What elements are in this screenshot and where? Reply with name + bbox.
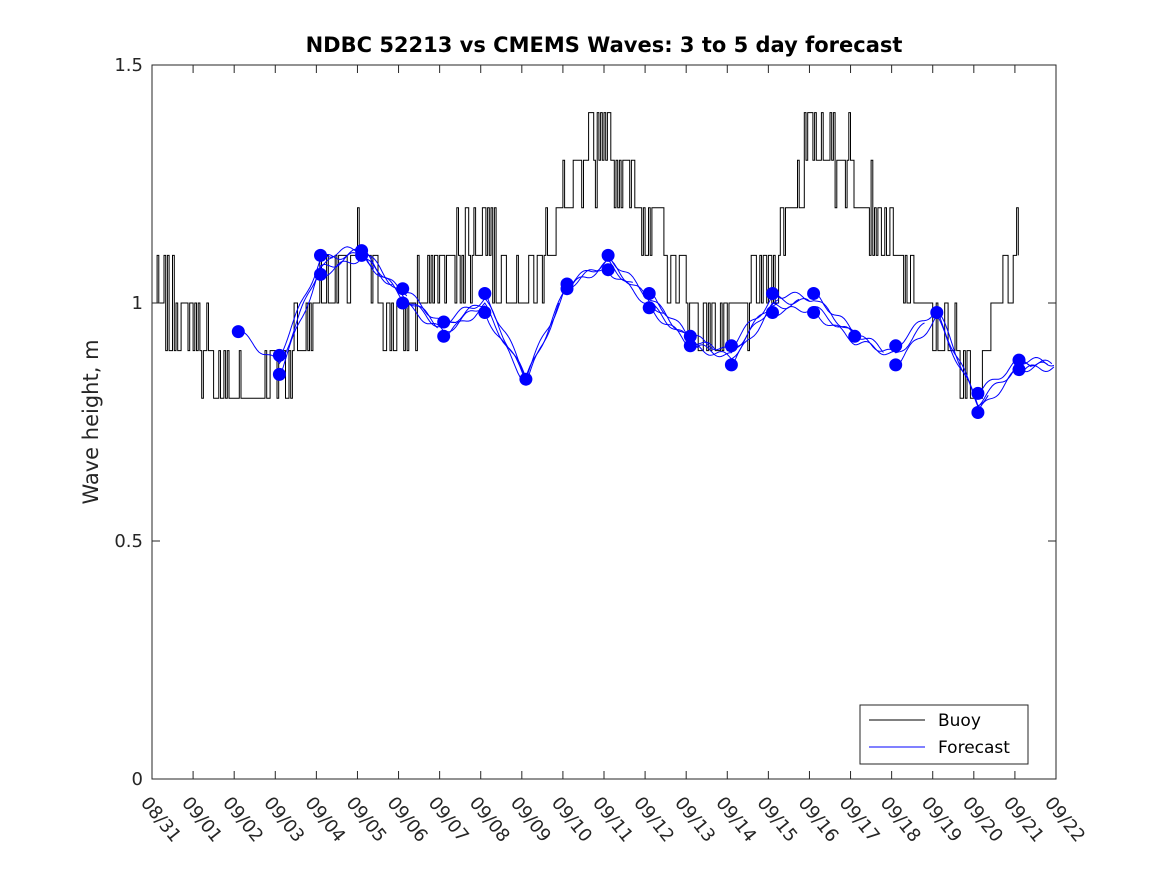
forecast-point <box>683 329 697 343</box>
forecast-point <box>807 287 821 300</box>
forecast-point <box>272 348 286 362</box>
forecast-line <box>813 289 884 353</box>
forecast-point <box>560 282 574 296</box>
x-tick-label: 09/20 <box>958 793 1007 847</box>
x-tick-label: 09/21 <box>999 793 1048 847</box>
x-tick-label: 09/19 <box>917 793 966 847</box>
forecast-line <box>443 302 527 383</box>
x-tick-label: 09/11 <box>588 793 637 847</box>
x-tick-label: 09/18 <box>876 793 925 847</box>
forecast-point <box>396 282 410 296</box>
legend: Buoy Forecast <box>859 704 1029 765</box>
forecast-line <box>813 309 894 356</box>
forecast-point <box>848 329 862 343</box>
forecast-start-points <box>231 244 1026 419</box>
x-tick-label: 09/13 <box>670 793 719 847</box>
forecast-point <box>766 306 779 319</box>
y-tick-label: 0 <box>132 769 143 790</box>
x-tick-label: 09/14 <box>711 793 760 847</box>
legend-box <box>859 704 1029 765</box>
forecast-point <box>601 263 615 277</box>
forecast-point <box>437 315 451 329</box>
x-tick-label: 09/15 <box>752 793 801 847</box>
forecast-point <box>930 306 944 319</box>
chart-title: NDBC 52213 vs CMEMS Waves: 3 to 5 day fo… <box>306 33 903 57</box>
forecast-point <box>766 287 779 300</box>
forecast-point <box>683 339 697 353</box>
forecast-point <box>1012 363 1026 377</box>
forecast-point <box>971 406 985 419</box>
forecast-point <box>314 267 327 281</box>
x-tick-label: 09/10 <box>547 793 596 847</box>
forecast-line <box>772 291 858 335</box>
x-tick-label: 09/22 <box>1040 793 1089 847</box>
forecast-point <box>437 329 451 343</box>
y-axis-label: Wave height, m <box>79 339 103 504</box>
legend-buoy-label: Buoy <box>938 711 981 731</box>
buoy-series <box>152 112 1019 399</box>
x-tick-label: 08/31 <box>136 793 185 847</box>
x-tick-label: 09/09 <box>506 793 555 847</box>
legend-forecast-label: Forecast <box>938 738 1010 758</box>
forecast-point <box>272 367 286 381</box>
x-tick-label: 09/08 <box>465 793 514 847</box>
x-tick-label: 09/01 <box>177 793 226 847</box>
y-axis: 0 0.5 1 1.5 <box>114 55 1056 790</box>
x-tick-label: 09/06 <box>383 793 432 847</box>
x-tick-label: 09/02 <box>218 793 267 847</box>
forecast-line <box>648 289 716 350</box>
forecast-point <box>642 301 656 315</box>
x-tick-label: 09/07 <box>424 793 473 847</box>
forecast-point <box>889 339 903 353</box>
forecast-point <box>396 296 410 310</box>
forecast-point <box>314 248 327 262</box>
forecast-point <box>355 248 369 262</box>
forecast-point <box>231 325 245 339</box>
y-tick-label: 0.5 <box>114 531 143 552</box>
x-tick-label: 09/17 <box>835 793 884 847</box>
forecast-point <box>724 339 738 353</box>
forecast-point <box>478 306 492 319</box>
x-tick-label: 09/16 <box>794 793 843 847</box>
y-tick-label: 1 <box>132 293 143 314</box>
forecast-line <box>854 322 925 354</box>
forecast-point <box>889 358 903 372</box>
x-tick-label: 09/04 <box>300 793 349 847</box>
x-tick-label: 09/12 <box>629 793 678 847</box>
forecast-point <box>642 287 656 300</box>
forecast-point <box>601 248 615 262</box>
x-tick-label: 09/05 <box>342 793 391 847</box>
forecast-point <box>807 306 821 319</box>
forecast-point <box>478 287 492 300</box>
plot-background <box>152 65 1056 779</box>
forecast-line <box>1018 356 1055 367</box>
y-tick-label: 1.5 <box>114 55 143 76</box>
x-tick-label: 09/03 <box>259 793 308 847</box>
buoy-line <box>152 112 1019 399</box>
forecast-point <box>519 372 533 386</box>
forecast-point <box>724 358 738 372</box>
forecast-point <box>1012 353 1026 367</box>
forecast-point <box>971 386 985 400</box>
